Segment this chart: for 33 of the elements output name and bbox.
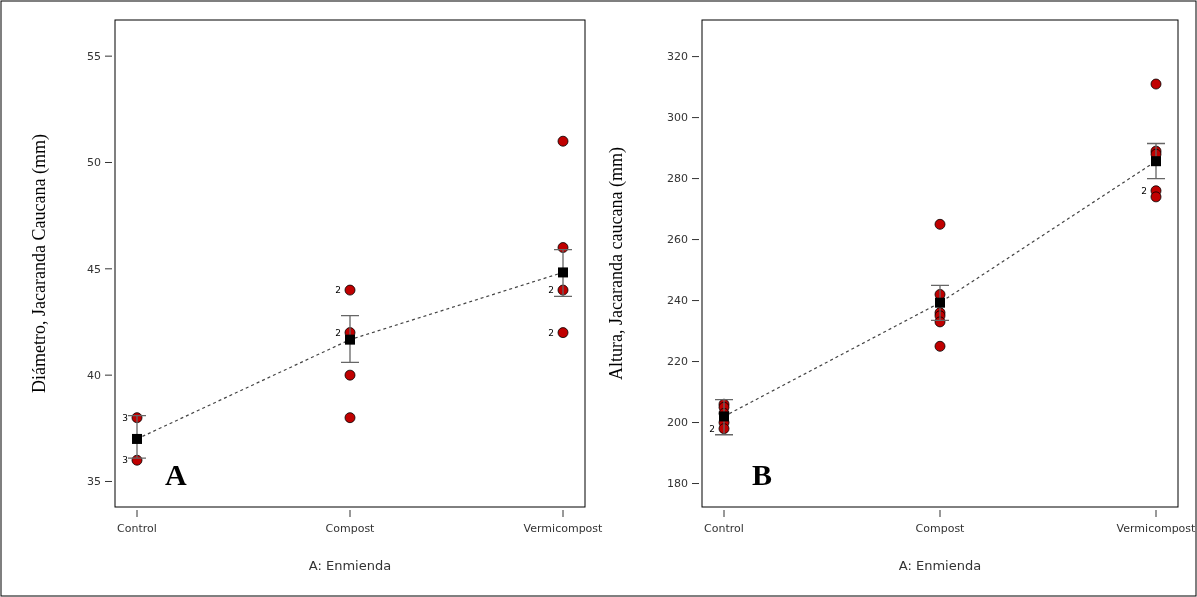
annotation: 2 xyxy=(335,285,341,296)
y-tick-label: 40 xyxy=(87,369,101,382)
y-tick-label: 260 xyxy=(667,233,688,247)
y-tick-label: 35 xyxy=(87,475,101,489)
y-tick-label: 180 xyxy=(667,477,688,491)
x-axis-title: A: Enmienda xyxy=(898,558,982,573)
y-tick-label: 45 xyxy=(87,262,101,276)
y-tick-label: 200 xyxy=(667,416,688,430)
y-axis-title: Diámetro, Jacaranda Caucana (mm) xyxy=(29,134,50,393)
annotation: 3 xyxy=(122,455,128,466)
y-tick-label: 50 xyxy=(87,156,101,170)
x-axis-title: A: Enmienda xyxy=(308,558,392,573)
x-tick-label: Control xyxy=(117,522,157,535)
x-tick-label: Compost xyxy=(325,522,376,535)
annotation: 3 xyxy=(122,412,128,423)
annotation: B xyxy=(752,458,773,491)
y-tick-label: 320 xyxy=(667,50,688,64)
annotation: A xyxy=(165,458,187,491)
y-tick-label: 55 xyxy=(87,50,101,63)
x-tick-label: Vermicompost xyxy=(523,522,604,535)
x-tick-label: Compost xyxy=(915,522,966,535)
y-tick-label: 280 xyxy=(667,172,688,186)
y-tick-label: 220 xyxy=(667,355,688,369)
x-tick-label: Control xyxy=(704,522,744,535)
y-tick-label: 240 xyxy=(667,294,688,308)
x-tick-label: Vermicompost xyxy=(1116,522,1197,535)
annotation: 2 xyxy=(335,327,341,338)
annotation: 2 xyxy=(548,285,554,296)
y-tick-label: 300 xyxy=(667,111,688,125)
annotation: 2 xyxy=(1141,185,1147,196)
annotation: 2 xyxy=(709,423,715,434)
annotation: 2 xyxy=(548,327,554,338)
y-axis-title: Altura, Jacaranda caucana (mm) xyxy=(606,147,627,380)
